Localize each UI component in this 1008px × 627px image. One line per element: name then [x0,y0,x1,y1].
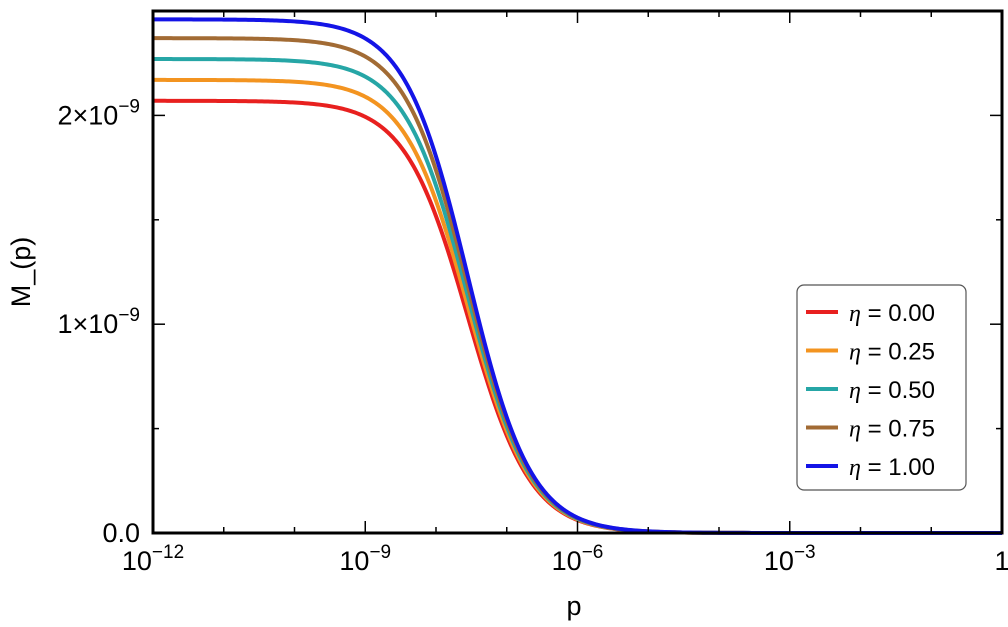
y-tick-label: 2×10−9 [58,96,141,130]
legend-box [796,284,967,491]
x-tick-label: 1 [994,546,1008,576]
legend-label: η = 1.00 [849,454,935,481]
legend: η = 0.00 η = 0.25 η = 0.50 η = 0.75 η = 1.00 [796,284,967,491]
x-axis-title: p [566,591,581,621]
y-tick-label: 0.0 [102,518,140,548]
y-axis-title: M_(p) [6,237,36,308]
x-tick-label: 10−3 [764,542,816,576]
y-tick-label: 1×10−9 [58,305,141,339]
x-tick-label: 10−9 [339,542,391,576]
plot-frame [151,9,1004,535]
legend-label: η = 0.75 [849,416,935,443]
legend-label: η = 0.00 [849,300,935,327]
legend-label: η = 0.25 [849,339,935,366]
tick-labels: 10−12 10−9 10−6 10−3 1 0.0 1×10−9 2×10−9 [58,96,1008,576]
x-tick-label: 10−12 [122,542,184,576]
legend-label: η = 0.50 [849,377,935,404]
x-tick-label: 10−6 [552,542,604,576]
